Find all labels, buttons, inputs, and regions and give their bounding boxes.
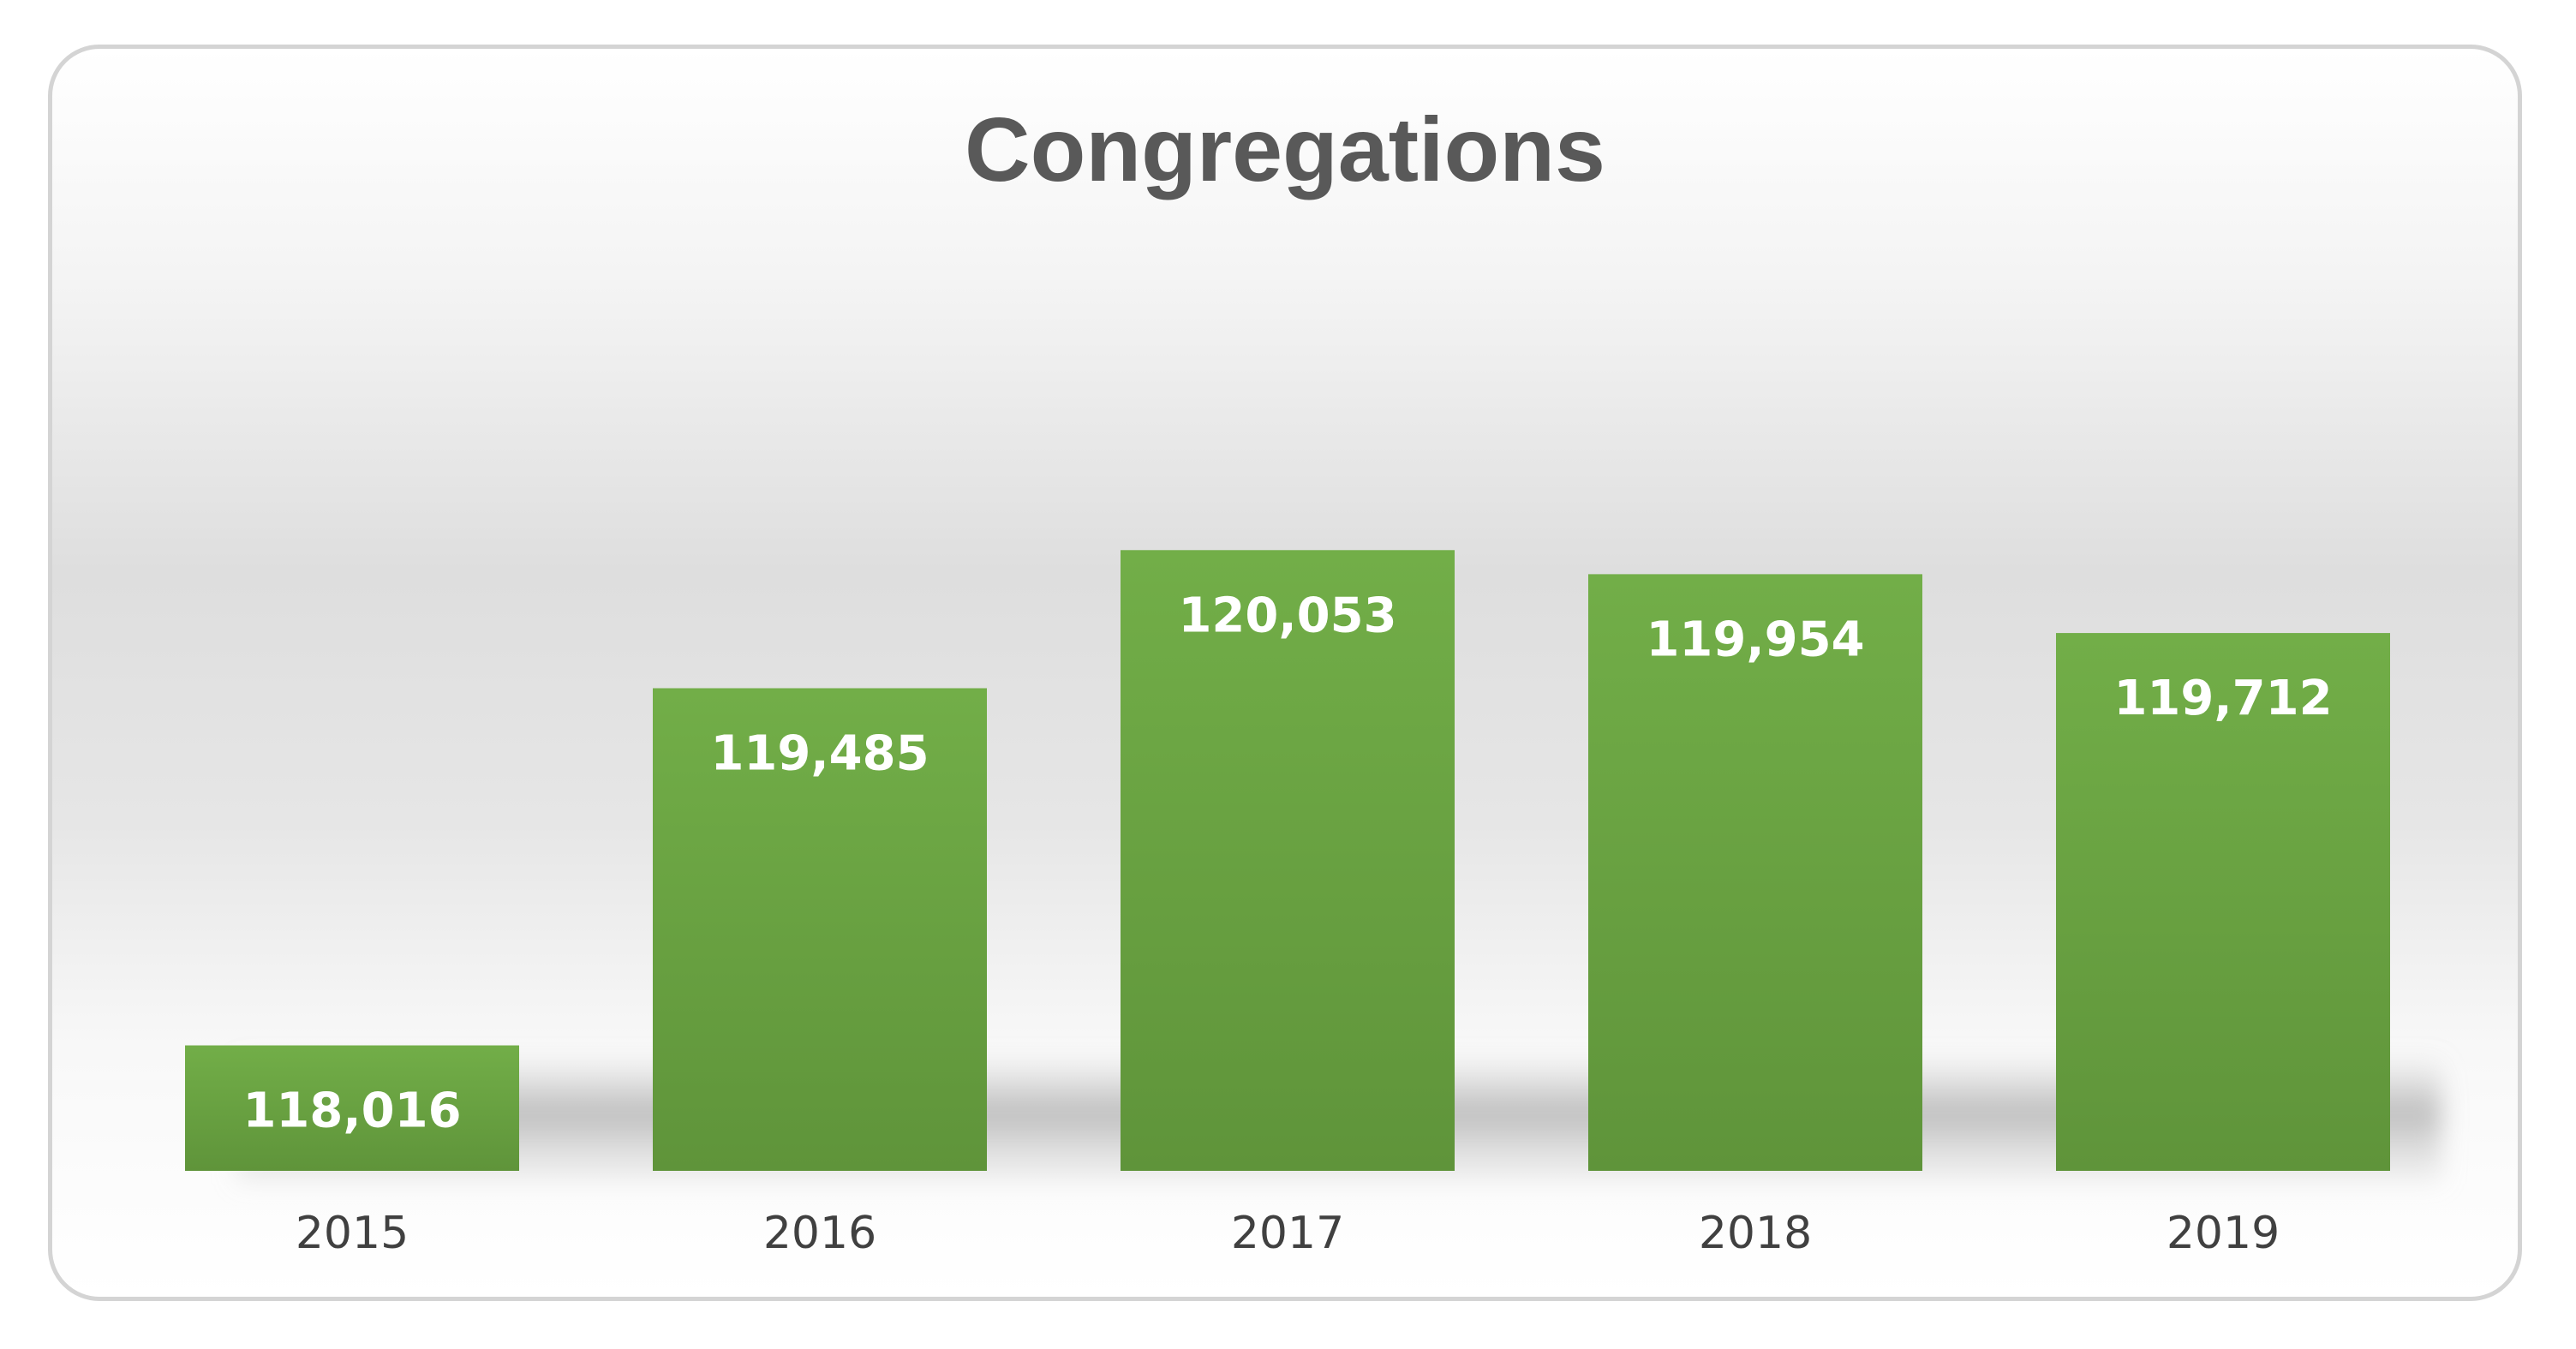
data-label-2017: 120,053 <box>1178 588 1396 643</box>
data-label-2016: 119,485 <box>710 726 929 782</box>
data-labels-group: 118,016 119,485 120,053 119,954 119,712 <box>242 588 2332 1138</box>
chart-title: Congregations <box>965 99 1605 200</box>
bar-chart-plot: 118,016 119,485 120,053 119,954 119,712 2015… <box>185 550 2442 1259</box>
category-label-2016: 2016 <box>763 1208 876 1259</box>
category-label-2019: 2019 <box>2167 1208 2280 1259</box>
data-label-2018: 119,954 <box>1646 612 1864 667</box>
data-label-2015: 118,016 <box>242 1083 461 1139</box>
data-label-2019: 119,712 <box>2113 671 2332 726</box>
category-label-2015: 2015 <box>296 1208 409 1259</box>
bar-2015 <box>185 1045 519 1171</box>
bar-2019 <box>2056 633 2390 1171</box>
bar-2018 <box>1588 574 1922 1171</box>
category-label-2018: 2018 <box>1699 1208 1812 1259</box>
chart-frame: Congregations 118,016 119,485 120,053 119,9… <box>48 45 2522 1301</box>
bar-2017 <box>1121 550 1455 1171</box>
bars-group <box>185 550 2390 1171</box>
category-label-2017: 2017 <box>1231 1208 1344 1259</box>
category-labels-group: 2015 2016 2017 2018 2019 <box>296 1208 2280 1259</box>
bar-2016 <box>653 688 987 1171</box>
